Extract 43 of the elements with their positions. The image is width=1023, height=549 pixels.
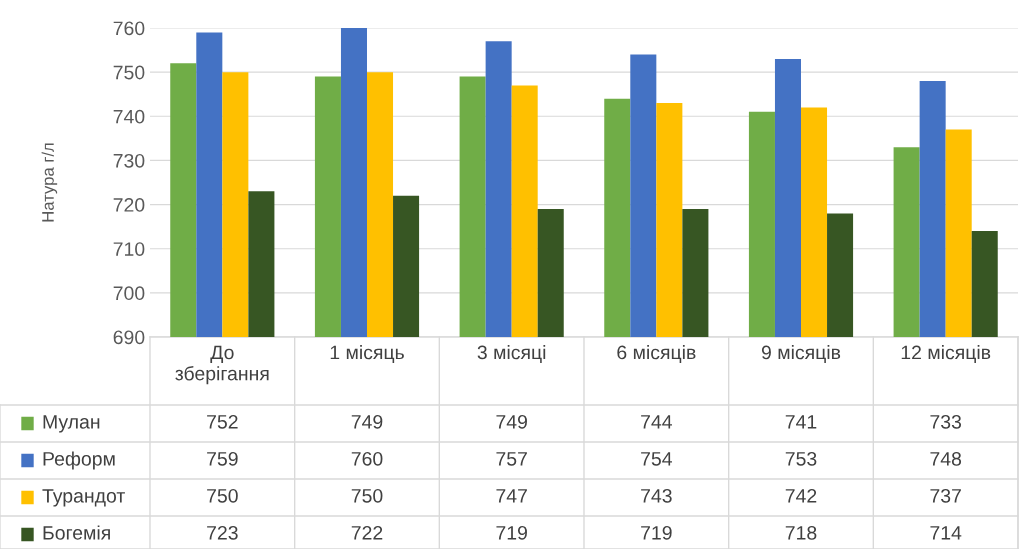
data-label: 743 bbox=[641, 488, 672, 503]
data-label: 759 bbox=[207, 451, 238, 466]
x-tick-label: 12 місяців bbox=[901, 345, 991, 363]
data-label: 718 bbox=[785, 525, 817, 540]
data-label: 737 bbox=[930, 488, 961, 503]
legend-label: Реформ bbox=[43, 451, 115, 470]
data-label: 749 bbox=[496, 414, 527, 429]
y-tick-label: 760 bbox=[113, 21, 145, 36]
y-tick-label: 690 bbox=[113, 330, 145, 345]
data-label: 750 bbox=[351, 488, 383, 503]
data-label: 744 bbox=[641, 415, 672, 429]
y-axis-title: Натура г/л bbox=[41, 143, 58, 222]
y-tick-label: 710 bbox=[113, 242, 145, 256]
data-label: 754 bbox=[641, 452, 672, 466]
data-label: 753 bbox=[785, 451, 817, 466]
data-label: 723 bbox=[207, 525, 238, 540]
data-label: 741 bbox=[785, 415, 817, 429]
data-label: 722 bbox=[351, 525, 383, 540]
data-label: 719 bbox=[641, 525, 672, 540]
y-tick-label: 740 bbox=[113, 109, 145, 124]
data-label: 747 bbox=[496, 489, 527, 503]
x-tick-label: 9 місяців bbox=[761, 345, 841, 363]
legend-label: Богемія bbox=[43, 525, 110, 540]
x-tick-label: 6 місяців bbox=[617, 345, 696, 363]
y-tick-label: 700 bbox=[113, 286, 145, 301]
y-tick-label: 750 bbox=[113, 65, 145, 80]
data-label: 719 bbox=[496, 525, 527, 540]
data-label: 733 bbox=[930, 414, 962, 429]
data-label: 749 bbox=[351, 414, 383, 429]
data-label: 752 bbox=[207, 414, 238, 429]
legend-label: Мулан bbox=[43, 415, 100, 433]
y-tick-label: 720 bbox=[113, 198, 145, 212]
data-label: 714 bbox=[930, 526, 962, 540]
x-tick-label: 1 місяць bbox=[330, 345, 404, 363]
data-label: 757 bbox=[496, 452, 527, 466]
data-label: 742 bbox=[785, 488, 817, 503]
x-tick-label: До зберігання bbox=[175, 345, 269, 385]
data-label: 748 bbox=[930, 451, 962, 466]
x-tick-label: 3 місяці bbox=[477, 345, 546, 363]
y-tick-label: 730 bbox=[113, 153, 145, 168]
legend-label: Турандот bbox=[42, 489, 125, 507]
data-label: 760 bbox=[351, 451, 383, 466]
data-label: 750 bbox=[207, 488, 238, 503]
